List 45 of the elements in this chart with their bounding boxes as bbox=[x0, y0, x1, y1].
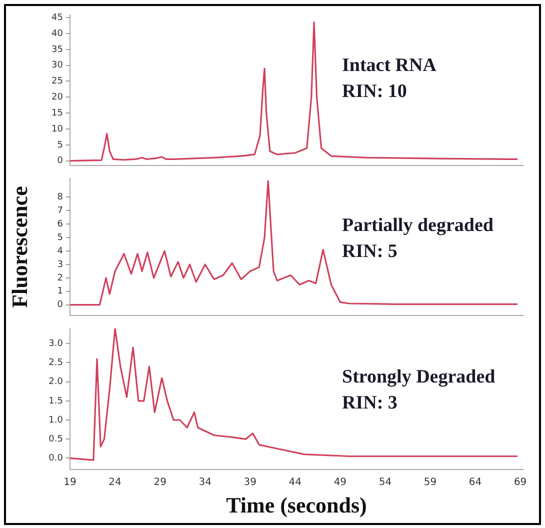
x-tick-label: 24 bbox=[108, 477, 122, 488]
x-tick-label: 64 bbox=[468, 477, 482, 488]
x-tick-label: 34 bbox=[198, 477, 212, 488]
x-tick-label: 19 bbox=[64, 477, 76, 488]
y-tick-label: 20 bbox=[52, 92, 64, 103]
y-axis-title: Fluorescence bbox=[6, 186, 32, 308]
annotation: Partially degraded bbox=[342, 215, 494, 236]
y-tick-label: 15 bbox=[52, 108, 63, 118]
y-tick-label: 30 bbox=[52, 60, 64, 71]
y-tick-label: 2.0 bbox=[48, 377, 64, 388]
y-tick-label: 35 bbox=[52, 44, 63, 55]
y-tick-label: 0.0 bbox=[48, 453, 64, 464]
x-axis-title: Time (seconds) bbox=[226, 492, 367, 518]
y-tick-label: 4 bbox=[57, 246, 64, 256]
annotation: Intact RNA bbox=[342, 55, 437, 76]
y-tick-label: 40 bbox=[52, 28, 64, 39]
y-tick-label: 1.0 bbox=[48, 415, 64, 426]
y-tick-label: 5 bbox=[57, 140, 63, 150]
x-tick-label: 69 bbox=[514, 477, 527, 488]
y-tick-label: 45 bbox=[52, 12, 63, 23]
x-tick-label: 49 bbox=[334, 477, 347, 488]
x-tick-label: 29 bbox=[154, 477, 166, 488]
y-tick-label: 0 bbox=[57, 300, 64, 310]
y-tick-label: 5 bbox=[57, 232, 63, 243]
y-tick-label: 1 bbox=[57, 286, 63, 297]
x-tick-label: 54 bbox=[378, 477, 392, 488]
annotation: RIN: 3 bbox=[342, 392, 398, 414]
y-tick-label: 0 bbox=[57, 156, 64, 166]
annotation: RIN: 10 bbox=[342, 81, 407, 102]
x-tick-label: 39 bbox=[244, 477, 256, 488]
annotation: Strongly Degraded bbox=[342, 366, 496, 388]
annotation: RIN: 5 bbox=[342, 241, 398, 262]
y-tick-label: 1.5 bbox=[48, 396, 63, 406]
y-tick-label: 25 bbox=[52, 76, 63, 87]
y-tick-label: 3.0 bbox=[48, 339, 64, 350]
y-tick-label: 10 bbox=[52, 124, 64, 134]
y-tick-label: 2 bbox=[57, 273, 63, 284]
x-tick-label: 59 bbox=[424, 477, 437, 488]
y-tick-label: 6 bbox=[57, 219, 64, 230]
x-tick-label: 44 bbox=[288, 477, 302, 488]
y-tick-label: 8 bbox=[57, 192, 64, 203]
y-tick-label: 0.5 bbox=[48, 434, 63, 444]
y-tick-label: 2.5 bbox=[48, 358, 63, 368]
y-tick-label: 3 bbox=[57, 260, 63, 270]
y-tick-label: 7 bbox=[57, 206, 63, 216]
